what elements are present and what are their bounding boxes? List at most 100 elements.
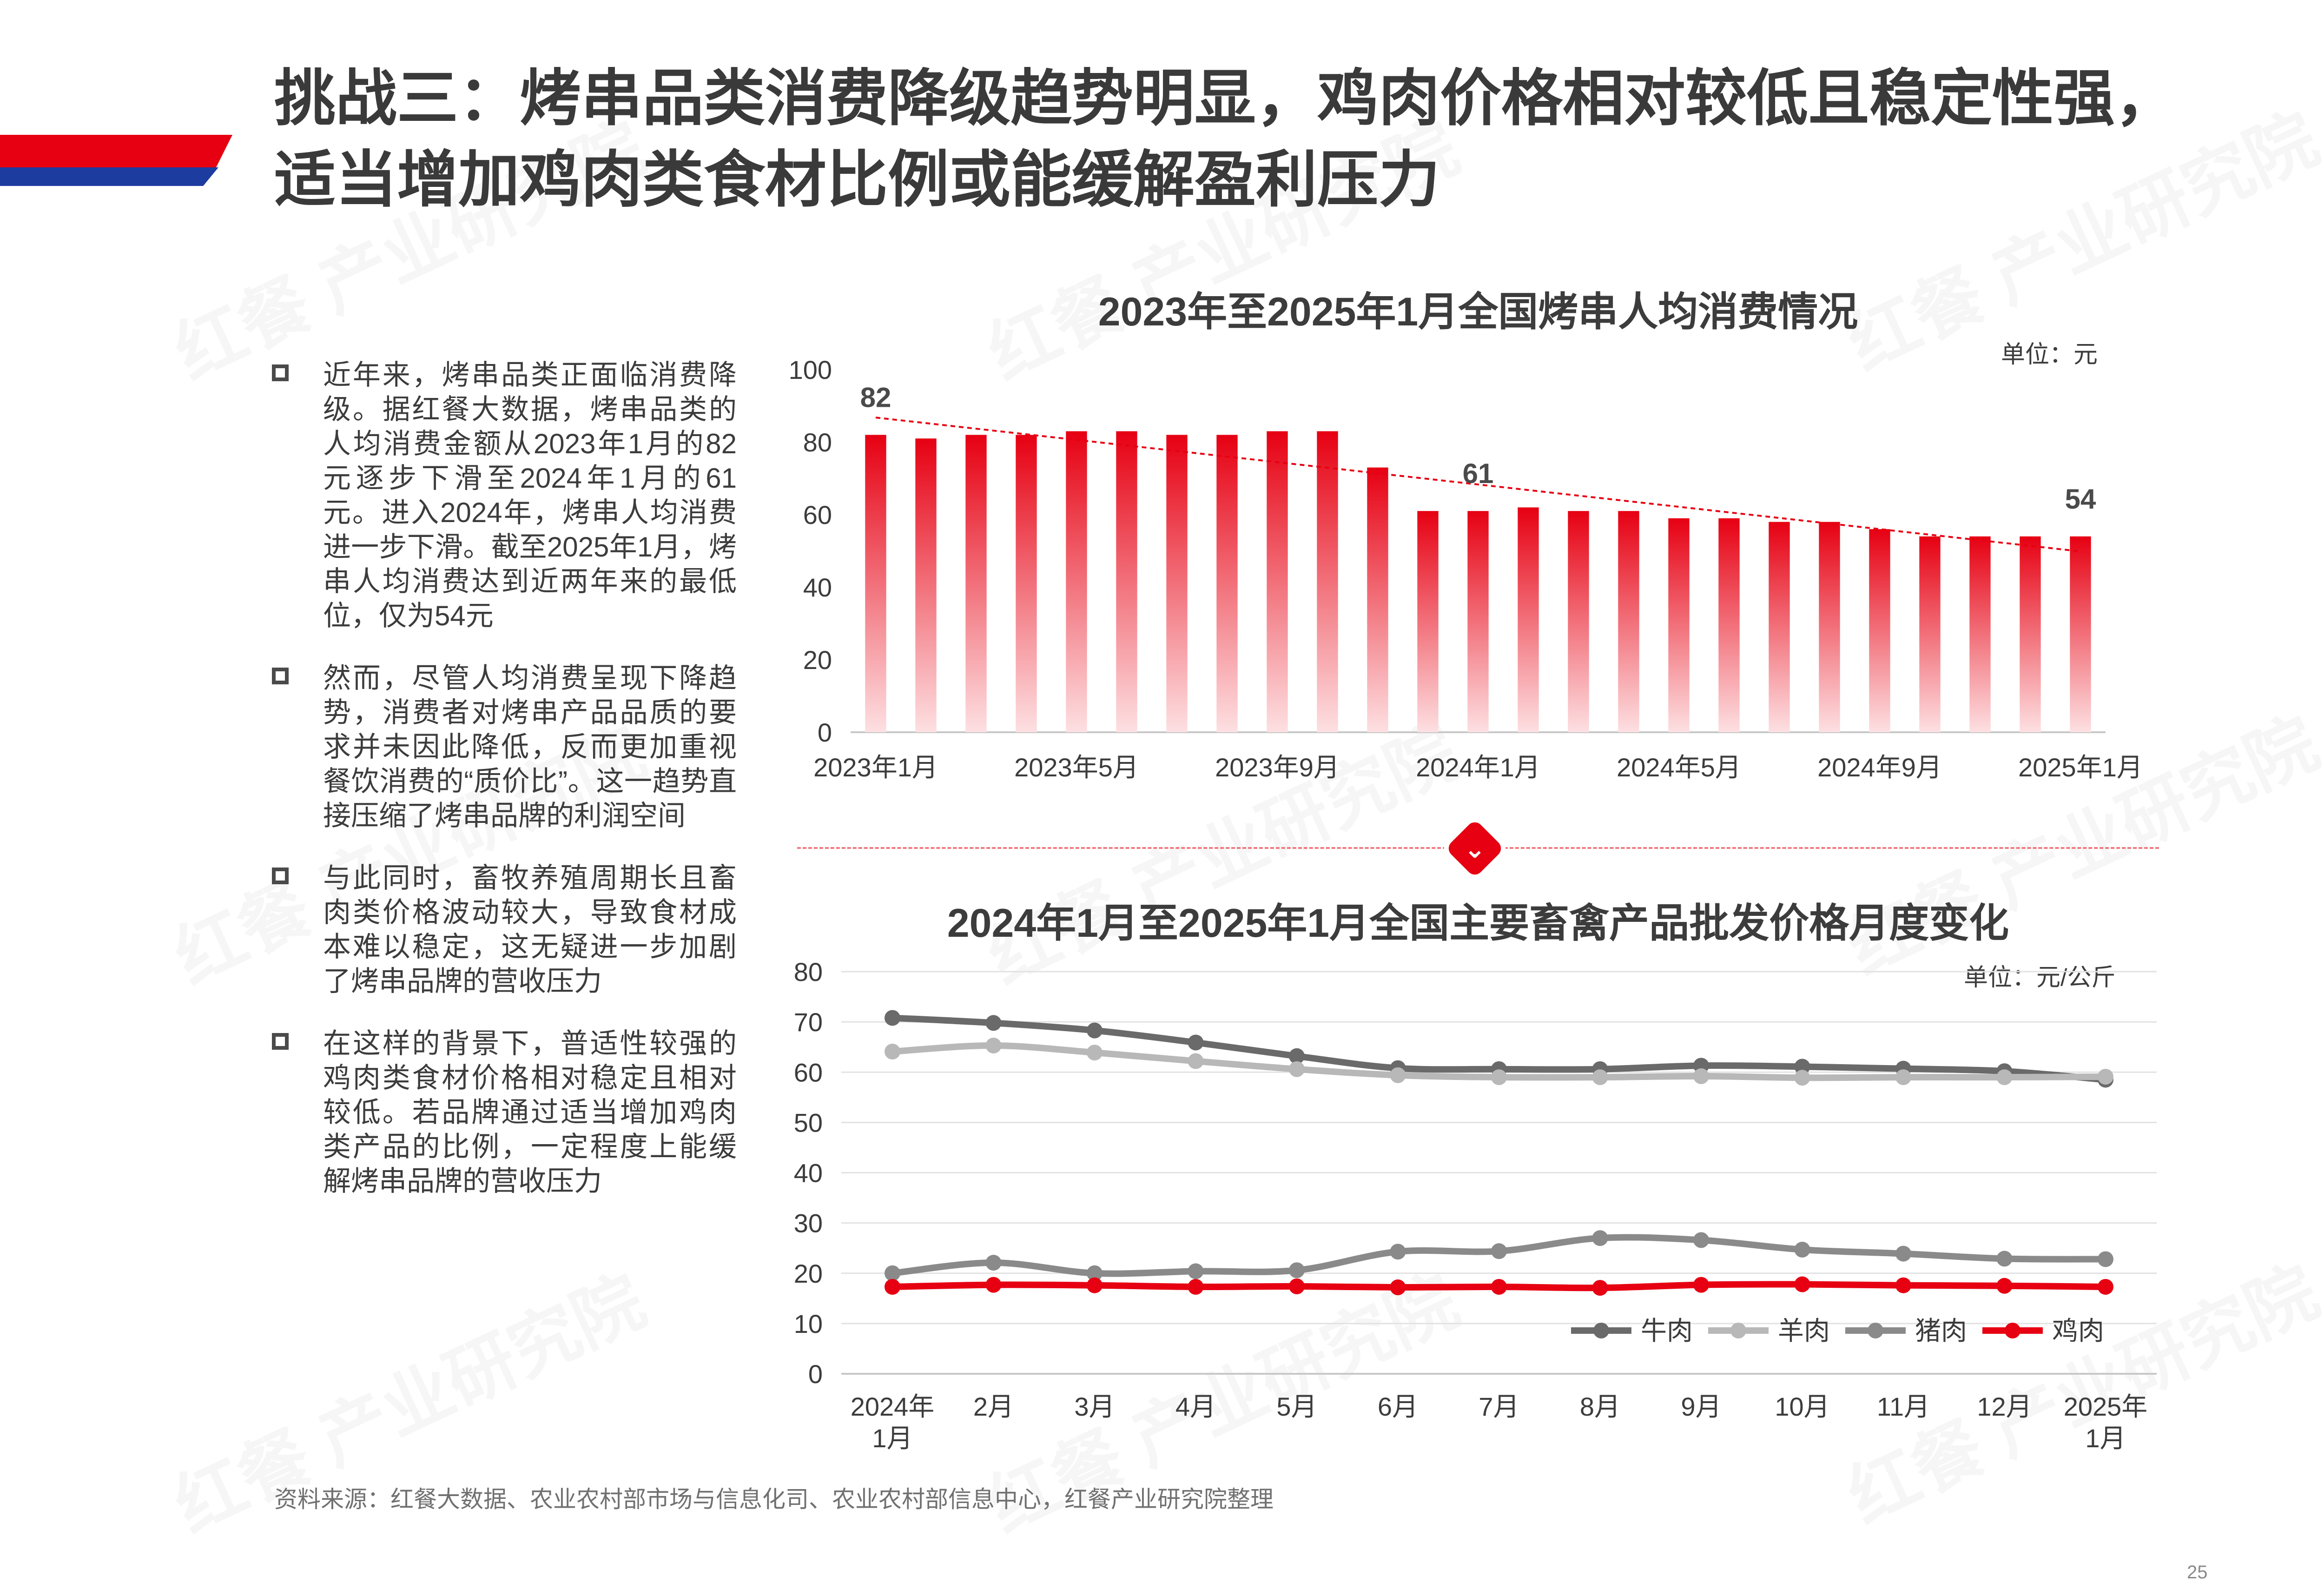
legend-label: 羊肉 xyxy=(1778,1316,1830,1345)
x-tick-label: 4月 xyxy=(1175,1392,1216,1421)
y-tick-label: 70 xyxy=(794,1007,823,1037)
y-tick-label: 50 xyxy=(794,1108,823,1137)
double-chevron-down-icon: ⌄ xyxy=(1464,834,1486,863)
series-point xyxy=(1794,1059,1810,1075)
series-point xyxy=(1188,1034,1204,1051)
series-point xyxy=(985,1255,1002,1271)
x-tick-label: 2023年1月 xyxy=(813,753,938,782)
bar xyxy=(1467,511,1489,732)
series-point xyxy=(1289,1048,1305,1064)
y-tick-label: 80 xyxy=(794,957,823,987)
y-tick-label: 20 xyxy=(794,1259,823,1288)
series-point xyxy=(1996,1251,2013,1267)
series-point xyxy=(1289,1278,1305,1294)
y-tick-label: 0 xyxy=(818,718,832,747)
series-point xyxy=(1390,1067,1406,1083)
header-accent-red xyxy=(0,135,232,167)
legend-marker xyxy=(1868,1323,1883,1338)
page-number: 25 xyxy=(2187,1562,2208,1583)
bar xyxy=(1317,431,1338,732)
data-label: 61 xyxy=(1463,458,1494,489)
bullet-item: 然而，尽管人均消费呈现下降趋势，消费者对烤串产品品质的要求并未因此降低，反而更加… xyxy=(272,661,737,833)
series-point xyxy=(1693,1277,1709,1293)
bar xyxy=(1417,511,1439,732)
series-point xyxy=(1491,1069,1507,1086)
bar xyxy=(1718,518,1740,732)
bar xyxy=(1769,522,1790,732)
bar-chart-title: 2023年至2025年1月全国烤串人均消费情况 xyxy=(1098,290,1858,334)
series-point xyxy=(985,1277,1002,1293)
series-point xyxy=(1794,1276,1810,1292)
series-point xyxy=(985,1037,1002,1053)
x-tick-label: 1月 xyxy=(872,1424,912,1453)
bullet-list: 近年来，烤串品类正面临消费降级。据红餐大数据，烤串品类的人均消费金额从2023年… xyxy=(272,358,737,1226)
x-tick-label: 2024年9月 xyxy=(1817,753,1942,782)
bullet-text: 与此同时，畜牧养殖周期长且畜肉类价格波动较大，导致食材成本难以稳定，这无疑进一步… xyxy=(323,862,737,997)
series-point xyxy=(885,1265,900,1281)
bar xyxy=(1367,467,1388,732)
legend-label: 鸡肉 xyxy=(2052,1316,2104,1345)
bar xyxy=(1568,511,1589,732)
series-point xyxy=(1188,1263,1204,1279)
series-point xyxy=(1693,1068,1709,1084)
series-point xyxy=(1289,1262,1305,1278)
series-point xyxy=(2098,1251,2113,1267)
x-tick-label: 12月 xyxy=(1977,1392,2032,1421)
line-chart-unit-label: 单位：元/公斤 xyxy=(1964,964,2116,991)
series-point xyxy=(1087,1265,1103,1281)
legend-label: 牛肉 xyxy=(1641,1316,1693,1345)
x-tick-label: 8月 xyxy=(1580,1392,1620,1421)
bar xyxy=(1969,536,1991,732)
series-point xyxy=(885,1010,900,1026)
legend-marker xyxy=(1730,1323,1746,1338)
y-tick-label: 100 xyxy=(789,355,832,384)
y-tick-label: 40 xyxy=(803,573,832,602)
bar xyxy=(1166,435,1188,732)
series-point xyxy=(1693,1232,1709,1248)
x-tick-label: 2023年5月 xyxy=(1014,753,1139,782)
series-point xyxy=(1592,1280,1608,1296)
series-point xyxy=(2098,1068,2113,1085)
y-tick-label: 40 xyxy=(794,1159,823,1188)
series-point xyxy=(1491,1278,1507,1295)
bar xyxy=(2020,536,2041,732)
series-point xyxy=(1087,1022,1103,1039)
bar xyxy=(1869,529,1890,732)
y-tick-label: 60 xyxy=(794,1058,823,1087)
series-point xyxy=(1188,1053,1204,1069)
series-point xyxy=(1895,1245,1911,1262)
x-tick-label: 2月 xyxy=(973,1392,1014,1421)
bar xyxy=(1518,507,1539,732)
trend-line xyxy=(875,417,2081,553)
bullet-item: 在这样的背景下，普适性较强的鸡肉类食材价格相对稳定且相对较低。若品牌通过适当增加… xyxy=(272,1027,737,1199)
bar xyxy=(1618,511,1639,732)
bullet-text: 近年来，烤串品类正面临消费降级。据红餐大数据，烤串品类的人均消费金额从2023年… xyxy=(323,359,737,631)
series-point xyxy=(1794,1241,1810,1258)
series-point xyxy=(1592,1230,1608,1246)
header-accent-blue xyxy=(0,167,218,186)
bar xyxy=(1116,431,1137,732)
series-point xyxy=(1188,1278,1204,1295)
checkbox-square-icon xyxy=(272,1033,289,1050)
series-point xyxy=(1895,1069,1911,1086)
series-point xyxy=(1087,1045,1103,1061)
checkbox-square-icon xyxy=(272,364,289,381)
bar xyxy=(1819,522,1840,732)
x-tick-label: 5月 xyxy=(1276,1392,1317,1421)
bar xyxy=(865,435,886,732)
bullet-item: 与此同时，畜牧养殖周期长且畜肉类价格波动较大，导致食材成本难以稳定，这无疑进一步… xyxy=(272,861,737,999)
x-tick-label: 1月 xyxy=(2085,1424,2126,1453)
x-tick-label: 3月 xyxy=(1074,1392,1115,1421)
y-tick-label: 10 xyxy=(794,1309,823,1338)
series-point xyxy=(2098,1278,2113,1295)
x-tick-label: 2024年 xyxy=(851,1392,935,1421)
series-point xyxy=(1289,1061,1305,1077)
x-tick-label: 2024年1月 xyxy=(1416,753,1540,782)
series-point xyxy=(885,1278,900,1295)
bar xyxy=(965,435,987,732)
series-point xyxy=(1491,1243,1507,1259)
y-tick-label: 30 xyxy=(794,1209,823,1238)
x-tick-label: 10月 xyxy=(1775,1392,1829,1421)
y-tick-label: 60 xyxy=(803,500,832,530)
bar xyxy=(1668,518,1690,732)
